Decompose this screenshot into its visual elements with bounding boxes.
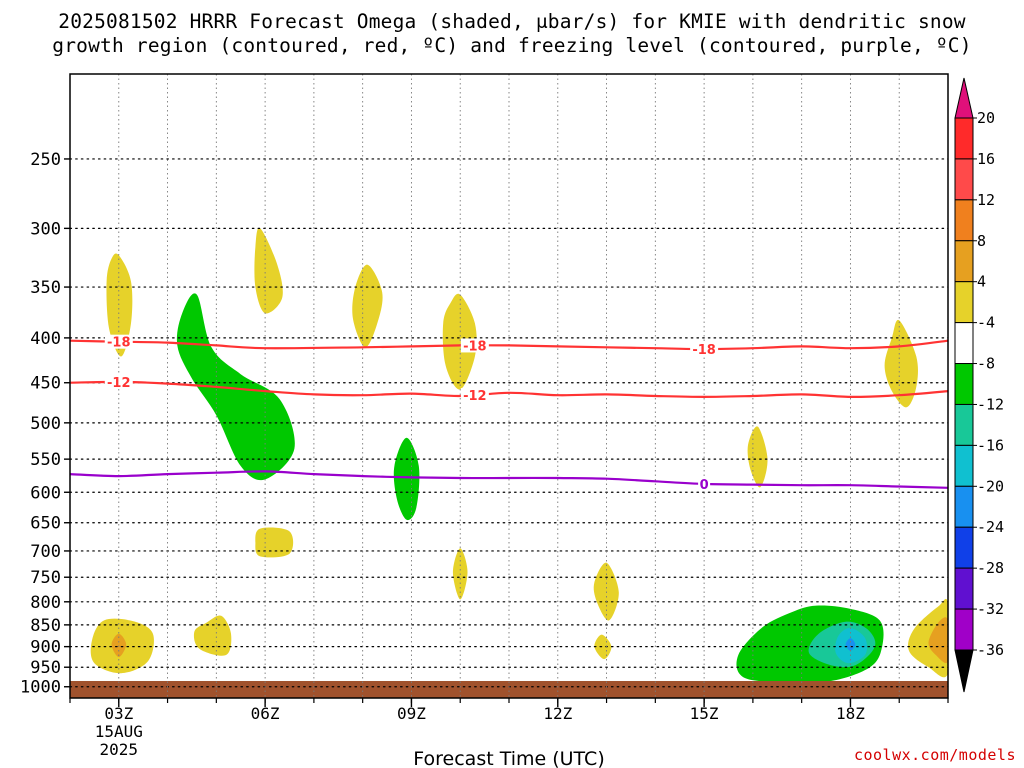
contours: -18 -18 -18 -12 -12 0	[69, 334, 949, 493]
contour-label-bg--18	[460, 338, 489, 353]
y-axis: 2503003504004505005506006507007508008509…	[20, 150, 70, 698]
y-tick-label-550: 550	[30, 450, 61, 470]
colorbar-label-10: -24	[977, 518, 1004, 536]
y-tick-label-850: 850	[30, 616, 61, 636]
omega-region-11	[193, 615, 232, 656]
omega-region-0	[106, 253, 133, 357]
y-tick-label-650: 650	[30, 514, 61, 534]
colorbar-swatch-7	[954, 403, 974, 446]
colorbar-swatch-6	[954, 363, 974, 405]
colorbar-swatch-11	[954, 567, 974, 610]
colorbar-swatch-2	[954, 199, 974, 242]
omega-region-16	[393, 437, 420, 521]
terrain-layer	[70, 680, 948, 698]
y-tick-label-750: 750	[30, 568, 61, 588]
contour-label--18: -18	[463, 339, 487, 354]
colorbar-label-7: -12	[977, 395, 1004, 413]
colorbar-swatch-5	[954, 322, 974, 365]
terrain-band	[70, 680, 948, 698]
chart-title-line2: growth region (contoured, red, ºC) and f…	[52, 34, 972, 57]
y-tick-label-450: 450	[30, 374, 61, 394]
omega-region-12	[908, 598, 948, 678]
omega-region-15	[176, 293, 295, 481]
colorbar-swatch-9	[954, 485, 974, 528]
x-tick-sublabel-year: 2025	[100, 740, 139, 759]
omega-region-6	[255, 527, 294, 558]
source-credit: coolwx.com/models	[853, 746, 1016, 764]
omega-region-14	[928, 617, 948, 664]
x-tick-label-18Z: 18Z	[836, 704, 865, 723]
y-tick-label-900: 900	[30, 638, 61, 658]
y-tick-label-800: 800	[30, 593, 61, 613]
colorbar-label-8: -16	[977, 436, 1004, 454]
x-tick-label-12Z: 12Z	[543, 704, 572, 723]
colorbar-label-13: -36	[977, 641, 1004, 659]
colorbar-label-5: -4	[977, 314, 995, 332]
x-tick-label-03Z: 03Z	[104, 704, 133, 723]
y-tick-label-300: 300	[30, 219, 61, 239]
omega-region-1	[254, 227, 283, 314]
colorbar-label-1: 16	[977, 150, 995, 168]
x-tick-sublabel-date: 15AUG	[95, 722, 143, 741]
colorbar-label-12: -32	[977, 600, 1004, 618]
colorbar-swatch-12	[954, 608, 974, 651]
contour-0	[69, 470, 949, 489]
colorbar-label-6: -8	[977, 355, 995, 373]
contour-label-0: 0	[700, 478, 709, 493]
omega-region-4	[884, 319, 918, 408]
contour-label--12: -12	[463, 389, 487, 404]
omega-region-9	[594, 634, 612, 660]
chart-title-line1: 2025081502 HRRR Forecast Omega (shaded, …	[58, 10, 966, 33]
contour-label--18: -18	[107, 336, 131, 351]
colorbar-label-2: 12	[977, 191, 995, 209]
omega-shading	[90, 227, 948, 683]
chart-title: 2025081502 HRRR Forecast Omega (shaded, …	[0, 10, 1024, 58]
colorbar-swatch-10	[954, 526, 974, 569]
y-tick-label-1000: 1000	[20, 678, 61, 698]
y-tick-label-950: 950	[30, 658, 61, 678]
contour-label-bg--12	[460, 388, 489, 403]
colorbar-swatch-0	[954, 117, 974, 160]
y-tick-label-400: 400	[30, 329, 61, 349]
colorbar-label-3: 8	[977, 232, 986, 250]
y-tick-label-250: 250	[30, 150, 61, 170]
x-tick-label-15Z: 15Z	[690, 704, 719, 723]
colorbar-swatch-3	[954, 240, 974, 283]
colorbar-swatch-4	[954, 281, 974, 324]
colorbar-swatch-8	[954, 444, 974, 487]
contour--12	[69, 380, 949, 399]
x-tick-label-09Z: 09Z	[397, 704, 426, 723]
colorbar-swatch-1	[954, 158, 974, 201]
y-tick-label-350: 350	[30, 278, 61, 298]
y-tick-label-600: 600	[30, 483, 61, 503]
contour-label-bg--12	[104, 374, 133, 389]
y-tick-label-500: 500	[30, 414, 61, 434]
contour--18	[69, 339, 949, 351]
contour-label--18: -18	[692, 343, 716, 358]
contour-label--12: -12	[107, 376, 131, 391]
omega-region-20	[845, 638, 856, 651]
x-axis-label: Forecast Time (UTC)	[413, 748, 604, 768]
y-tick-label-700: 700	[30, 542, 61, 562]
colorbar-label-0: 20	[977, 109, 995, 127]
colorbar-upper-arrow	[954, 77, 974, 119]
x-tick-label-06Z: 06Z	[251, 704, 280, 723]
contour-label-bg--18	[104, 334, 133, 349]
colorbar-label-11: -28	[977, 559, 1004, 577]
contour-label-bg--18	[690, 342, 719, 357]
colorbar-label-4: 4	[977, 273, 986, 291]
colorbar-label-9: -20	[977, 477, 1004, 495]
omega-region-13	[111, 633, 127, 658]
colorbar-lower-arrow	[954, 649, 974, 693]
omega-region-3	[442, 293, 477, 390]
colorbar: 20 16 12 8 4 -4 -8 -12 -16 -20 -24 -28 -32 -36	[954, 77, 1004, 693]
omega-region-5	[747, 426, 768, 488]
contour-label-bg-0	[698, 476, 711, 491]
omega-region-2	[352, 264, 383, 348]
